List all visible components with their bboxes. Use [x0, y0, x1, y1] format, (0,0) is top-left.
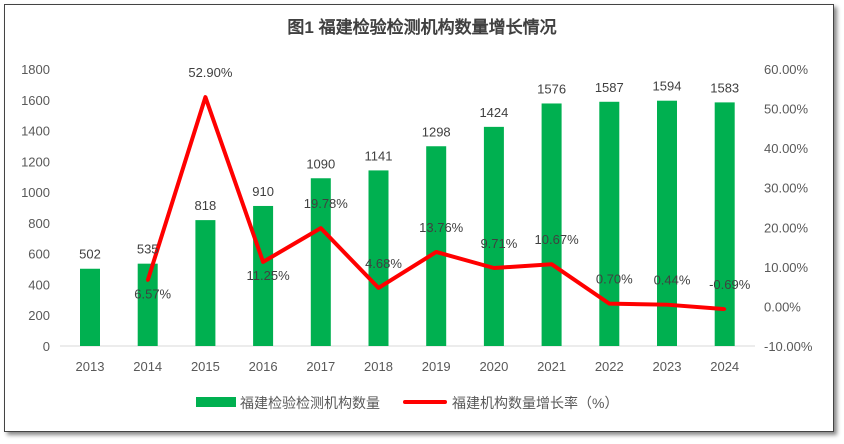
bar-value-label: 1141	[365, 148, 393, 163]
bar-value-label: 535	[137, 242, 159, 257]
bar-2017	[310, 178, 331, 346]
rate-value-label: 52.90%	[188, 65, 233, 80]
line-point-2014	[146, 278, 150, 282]
y-left-tick-label: 1200	[21, 154, 50, 169]
y-left-tick-label: 1800	[21, 62, 50, 77]
rate-value-label: 19.78%	[304, 196, 349, 211]
bar-value-label: 910	[252, 184, 274, 199]
x-tick-label: 2022	[595, 359, 624, 374]
legend: 福建检验检测机构数量 福建机构数量增长率（%）	[196, 395, 618, 411]
y-left-tick-label: 800	[28, 216, 50, 231]
rate-value-label: 9.71%	[480, 236, 517, 251]
rate-value-label: 4.68%	[365, 256, 402, 271]
line-point-2018	[377, 286, 380, 290]
bar-2015	[195, 220, 216, 346]
y-left-tick-label: 1000	[21, 185, 50, 200]
x-tick-label: 2016	[249, 359, 278, 374]
rate-value-label: 10.67%	[535, 232, 580, 247]
bar-2024	[714, 102, 735, 346]
chart-frame	[4, 4, 834, 432]
x-tick-label: 2014	[133, 359, 162, 374]
y-right-tick-label: 50.00%	[764, 102, 809, 117]
y-right-tick-label: 0.00%	[764, 299, 801, 314]
line-point-2016	[261, 260, 265, 264]
bar-2021	[541, 103, 562, 347]
bar-2022	[599, 101, 620, 346]
rate-value-label: 6.57%	[134, 286, 171, 301]
y-left-tick-label: 600	[28, 247, 50, 262]
y-right-tick-label: -10.00%	[764, 339, 813, 354]
y-right-tick-label: 10.00%	[764, 260, 809, 275]
x-tick-label: 2015	[191, 359, 220, 374]
line-point-2023	[665, 303, 669, 307]
x-tick-label: 2013	[76, 359, 105, 374]
y-right-tick-label: 20.00%	[764, 220, 809, 235]
line-point-2022	[607, 302, 611, 306]
line-point-2019	[434, 250, 438, 254]
legend-label-bar: 福建检验检测机构数量	[240, 395, 380, 411]
rate-value-label: 0.70%	[596, 272, 633, 287]
y-left-tick-label: 200	[28, 308, 50, 323]
x-tick-label: 2018	[364, 359, 393, 374]
bar-2016	[253, 205, 274, 346]
legend-label-line: 福建机构数量增长率（%）	[452, 395, 618, 411]
bar-value-label: 1298	[422, 124, 451, 139]
bar-value-label: 1090	[306, 156, 335, 171]
bar-2018	[368, 170, 389, 346]
bar-2014	[137, 263, 158, 346]
x-tick-label: 2017	[306, 359, 335, 374]
bar-value-label: 1587	[595, 80, 624, 95]
line-point-2021	[550, 262, 554, 266]
line-point-2015	[203, 95, 207, 99]
bar-2023	[657, 100, 677, 346]
bar-value-label: 1594	[653, 79, 682, 94]
x-tick-label: 2019	[422, 359, 451, 374]
line-point-2024	[723, 307, 727, 311]
x-tick-label: 2021	[537, 359, 566, 374]
y-right-tick-label: 40.00%	[764, 141, 809, 156]
x-tick-label: 2020	[479, 359, 508, 374]
bar-value-label: 1424	[479, 105, 508, 120]
y-left-tick-label: 400	[28, 277, 50, 292]
chart-title: 图1 福建检验检测机构数量增长情况	[287, 17, 556, 37]
x-tick-label: 2023	[653, 359, 682, 374]
y-left-tick-label: 1600	[21, 93, 50, 108]
y-right-tick-label: 30.00%	[764, 181, 809, 196]
y-left-tick-label: 0	[43, 339, 50, 354]
y-right-tick-label: 60.00%	[764, 62, 809, 77]
bar-2020	[483, 126, 504, 347]
rate-value-label: -0.69%	[709, 277, 751, 292]
line-point-2020	[492, 266, 496, 270]
rate-value-label: 0.44%	[654, 273, 691, 288]
rate-value-label: 11.25%	[247, 268, 291, 283]
legend-swatch-bar	[196, 397, 236, 407]
bar-2013	[80, 268, 100, 346]
bar-value-label: 1576	[537, 81, 566, 96]
bar-value-label: 502	[79, 247, 101, 262]
bar-value-label: 818	[195, 198, 217, 213]
y-left-tick-label: 1400	[21, 124, 50, 139]
bar-2019	[426, 146, 447, 346]
line-point-2017	[319, 226, 323, 230]
bar-value-label: 1583	[710, 80, 739, 95]
x-tick-label: 2024	[710, 359, 739, 374]
rate-value-label: 13.76%	[419, 220, 464, 235]
